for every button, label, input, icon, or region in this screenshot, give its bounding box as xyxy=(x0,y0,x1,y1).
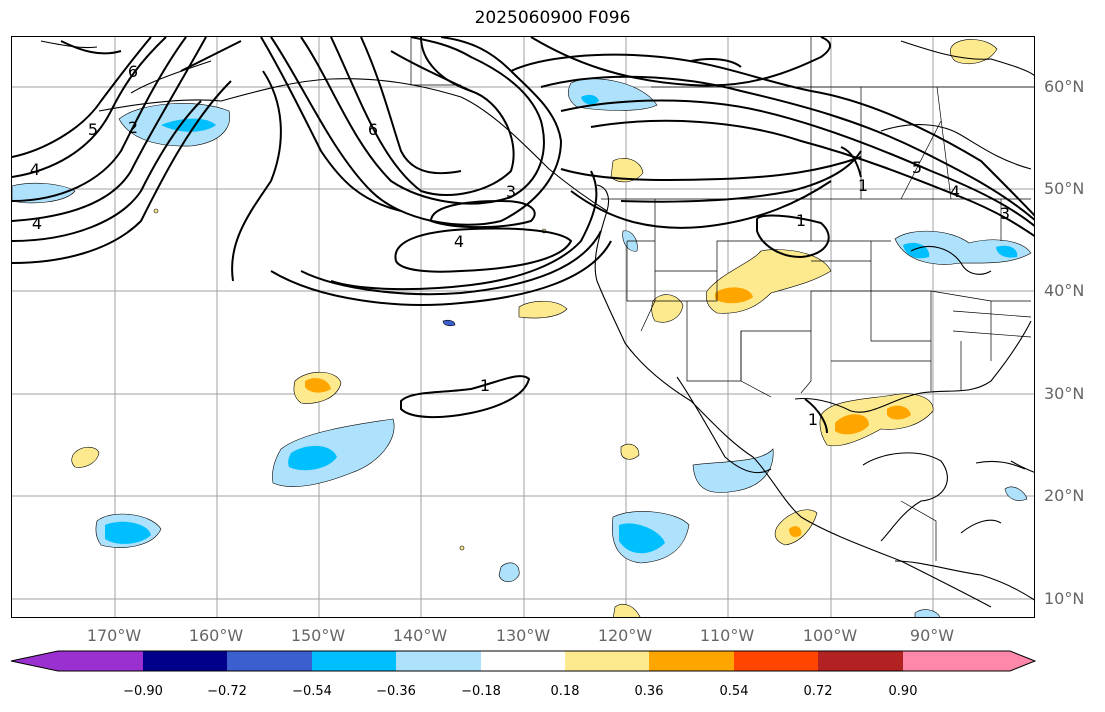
contour-label: 4 xyxy=(454,232,464,251)
contour-label: 6 xyxy=(128,62,138,81)
lat-label: 60°N xyxy=(1044,77,1085,96)
contour-label: 1 xyxy=(858,176,868,195)
map-frame: 6 5 2 4 4 6 3 4 1 1 1 5 4 3 1 xyxy=(11,36,1035,618)
contour-label: 1 xyxy=(480,376,490,395)
lon-label: 150°W xyxy=(290,626,346,645)
colorbar-tick: 0.36 xyxy=(634,684,664,699)
colorbar-tick: 0.72 xyxy=(803,684,833,699)
negative-anomalies xyxy=(12,78,1032,617)
lon-label: 90°W xyxy=(909,626,955,645)
political-borders xyxy=(410,37,1034,561)
colorbar-tick: −0.36 xyxy=(376,684,416,699)
colorbar-extend-high xyxy=(1010,651,1035,671)
colorbar-swatch xyxy=(649,651,734,671)
colorbar-extend-low xyxy=(11,651,58,671)
contour-label: 4 xyxy=(32,214,42,233)
colorbar-tick: 0.54 xyxy=(719,684,749,699)
map-canvas: 6 5 2 4 4 6 3 4 1 1 1 5 4 3 1 xyxy=(12,37,1034,617)
colorbar-tick: −0.72 xyxy=(207,684,247,699)
positive-anomalies xyxy=(71,39,998,617)
colorbar-swatch xyxy=(312,651,396,671)
colorbar-tick: −0.18 xyxy=(461,684,501,699)
colorbar-swatch xyxy=(818,651,903,671)
contour-label: 1 xyxy=(808,410,818,429)
contour-lines xyxy=(12,37,1034,434)
lon-label: 160°W xyxy=(188,626,244,645)
colorbar-tick: 0.90 xyxy=(888,684,918,699)
contour-label: 3 xyxy=(506,182,516,201)
colorbar-swatch xyxy=(734,651,818,671)
colorbar-swatch xyxy=(565,651,649,671)
lon-label: 110°W xyxy=(699,626,755,645)
colorbar-tick: 0.18 xyxy=(550,684,580,699)
lat-label: 40°N xyxy=(1044,281,1085,300)
colorbar-tick: −0.90 xyxy=(123,684,163,699)
contour-label: 3 xyxy=(1000,204,1010,223)
contour-label: 2 xyxy=(128,118,138,137)
map-title: 2025060900 F096 xyxy=(474,8,631,28)
contour-label: 6 xyxy=(368,120,378,139)
colorbar-swatch xyxy=(396,651,481,671)
colorbar-swatch xyxy=(481,651,565,671)
contour-label: 5 xyxy=(912,158,922,177)
contour-label: 1 xyxy=(796,211,806,230)
lon-label: 170°W xyxy=(86,626,142,645)
colorbar-tick: −0.54 xyxy=(292,684,332,699)
colorbar-swatch xyxy=(903,651,1010,671)
contour-label: 5 xyxy=(88,120,98,139)
colorbar xyxy=(10,650,1037,672)
lon-label: 130°W xyxy=(495,626,551,645)
graticule xyxy=(12,37,1034,617)
colorbar-swatch xyxy=(143,651,227,671)
lat-label: 30°N xyxy=(1044,384,1085,403)
lon-label: 100°W xyxy=(802,626,858,645)
lat-label: 20°N xyxy=(1044,486,1085,505)
lat-label: 10°N xyxy=(1044,589,1085,608)
lon-label: 120°W xyxy=(597,626,653,645)
lat-label: 50°N xyxy=(1044,179,1085,198)
colorbar-swatch xyxy=(227,651,312,671)
contour-label: 4 xyxy=(30,160,40,179)
lon-label: 140°W xyxy=(392,626,448,645)
contour-labels: 6 5 2 4 4 6 3 4 1 1 1 5 4 3 1 xyxy=(30,62,1010,429)
colorbar-swatch xyxy=(58,651,143,671)
contour-label: 4 xyxy=(950,182,960,201)
